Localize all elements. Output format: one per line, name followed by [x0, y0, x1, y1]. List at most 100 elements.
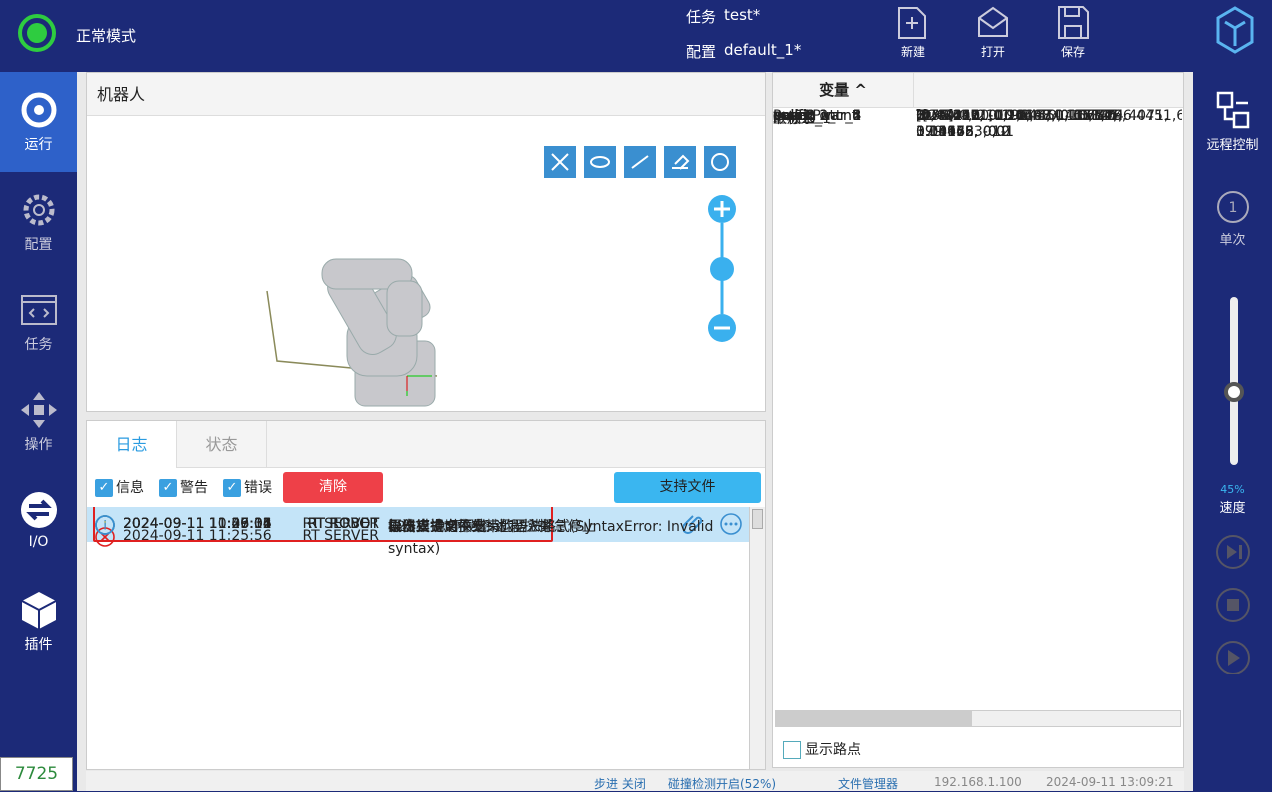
- label: 新建: [900, 45, 925, 59]
- var-value: 1: [916, 108, 925, 124]
- var-value: 0: [916, 108, 925, 124]
- mode: 正常模式: [76, 27, 137, 45]
- nav-io[interactable]: I/O: [0, 472, 77, 572]
- var-value: [0.47441, 0.19645, 0.00551, 3.13168, 0.0…: [916, 108, 1118, 140]
- speed-thumb[interactable]: [1224, 382, 1244, 402]
- nav-run[interactable]: 运行: [0, 72, 77, 172]
- level-icon: [95, 527, 115, 547]
- status-time: 2024-09-11 13:09:21: [1046, 775, 1174, 789]
- right-nav: 远程控制 1 单次 45% 速度: [1193, 72, 1272, 791]
- icon: [23, 194, 54, 226]
- status-bar: 步进 关闭 碰撞检测开启(52%) 文件管理器 192.168.1.100 20…: [86, 771, 1184, 791]
- log-source: RT ROBOT: [307, 515, 379, 532]
- var-value: 1: [916, 108, 925, 124]
- label: 单次: [1219, 233, 1246, 248]
- save-button[interactable]: 保存: [1048, 4, 1098, 60]
- scroll-thumb[interactable]: [752, 509, 763, 529]
- var-name: config_var_4: [773, 108, 862, 124]
- var-value: [1, 5]: [916, 108, 954, 124]
- h-scrollbar[interactable]: [775, 710, 1181, 727]
- show-path[interactable]: 显示路点: [783, 739, 861, 759]
- level-icon: i: [95, 514, 115, 535]
- status-step[interactable]: 步进 关闭: [594, 777, 646, 791]
- log-time: 2024-09-11 11:26:11: [123, 515, 272, 532]
- var-value: 0: [916, 108, 925, 124]
- var-header-bar: [773, 73, 1183, 108]
- log-row[interactable]: i 2024-09-11 11:26:34 RT ROBOT 机器人上电: [87, 514, 749, 577]
- panel-title: 机器人: [87, 73, 765, 116]
- label: 保存: [1060, 45, 1085, 59]
- log-time: 2024-09-11 11:07:05: [123, 515, 272, 532]
- log-row[interactable]: 2024-09-11 11:25:56 RT SERVER 语法错误：不支持的语法格…: [87, 519, 749, 672]
- label: 配置: [24, 237, 53, 253]
- var-name: config_var_2: [773, 108, 862, 124]
- status-collision[interactable]: 碰撞检测开启(52%): [668, 777, 777, 791]
- label: 插件: [24, 637, 53, 653]
- log-row[interactable]: i 2024-09-11 11:07:05 RT ROBOT 导出支持文件结束。: [87, 514, 749, 742]
- nav-config[interactable]: 配置: [0, 172, 77, 272]
- var-value: 1: [916, 108, 925, 124]
- var-name: pose3: [773, 108, 816, 124]
- var-value: 6: [916, 108, 925, 124]
- status-files[interactable]: 文件管理器: [838, 777, 899, 791]
- variables-panel: 变量 ^ Pose_Put [0.44669, -0.21163, 0.15127…: [772, 72, 1184, 768]
- var-value: [0.47441, 0.19645, 0.15672, 3.13168, 0.0…: [916, 108, 1118, 140]
- var-name: pose1: [773, 108, 816, 124]
- log-message: 导出支持文件结束。: [388, 518, 514, 535]
- var-name: Pose_Put: [773, 108, 835, 124]
- tab-status[interactable]: 状态: [177, 421, 267, 468]
- filter-warning[interactable]: ✓ 警告: [159, 477, 208, 497]
- log-message: 导出支持文件结束。: [388, 518, 514, 535]
- log-message: 语法错误：不支持的语法格式(SyntaxError: Invalid synta…: [388, 519, 714, 557]
- log-source: RT SERVER: [302, 515, 379, 532]
- var-value: [0.44669, -0.21163, 0.15127, 3.14158, 0,…: [916, 108, 1123, 140]
- support-button[interactable]: 支持文件: [614, 472, 761, 503]
- status-icon: [18, 14, 56, 52]
- var-name: pallet_1_cnt: [773, 108, 858, 124]
- task: test*: [724, 6, 761, 24]
- svg-text:i: i: [103, 518, 106, 532]
- tab-log[interactable]: 日志: [87, 421, 177, 468]
- svg-text:i: i: [103, 518, 106, 532]
- var-header[interactable]: 变量 ^: [773, 73, 914, 108]
- var-name: main: [773, 108, 808, 124]
- log-row[interactable]: i 2024-09-11 10:36:06 RT ROBOT 导出支持文件结束。: [87, 514, 749, 769]
- var-value: [0.43266, -0.10497, 0.15845, 0.00646, -0…: [916, 108, 1123, 140]
- open-button[interactable]: 打开: [968, 4, 1018, 60]
- nav-operate[interactable]: 操作: [0, 372, 77, 472]
- remote-control[interactable]: 远程控制: [1193, 72, 1272, 172]
- var-name: 坐标系: [773, 111, 815, 127]
- log-message: 机器人上电: [388, 518, 458, 535]
- new-button[interactable]: 新建: [888, 4, 938, 60]
- var-name: config_var_3: [773, 108, 862, 124]
- speed-label: 速度: [1219, 501, 1246, 516]
- clear-button[interactable]: 清除: [283, 472, 383, 503]
- log-source: RT ROBOT: [307, 515, 379, 532]
- log-source: RT ROBOT: [307, 515, 379, 532]
- single-step[interactable]: 1 单次: [1193, 187, 1272, 248]
- h-scroll-thumb[interactable]: [776, 711, 972, 726]
- label: 信息: [116, 480, 144, 496]
- speed-track[interactable]: [1230, 297, 1238, 465]
- var-value: [474.4071, 196.4451, 6.7146, 179.4323, 1…: [916, 108, 1127, 140]
- label: 运行: [24, 137, 53, 153]
- var-name: 坐标系_1: [773, 111, 831, 127]
- svg-text:1: 1: [1228, 200, 1237, 216]
- status-ip: 192.168.1.100: [934, 775, 1022, 789]
- log-row[interactable]: ! 2024-09-11 11:26:11 RT SERVER E2S1: 急停报警:…: [87, 513, 749, 612]
- label: 警告: [180, 480, 208, 496]
- log-row[interactable]: i 2024-09-11 11:49:12 RT ROBOT 导出支持文件结束。: [87, 507, 749, 542]
- icon: [1216, 91, 1249, 129]
- filter-info[interactable]: ✓ 信息: [95, 477, 144, 497]
- nav-task[interactable]: 任务: [0, 272, 77, 372]
- var-value: "200,2100,1,1,1,474.4071,196.4451,6.714: [916, 108, 1182, 124]
- svg-text:i: i: [103, 518, 106, 532]
- scrollbar[interactable]: [749, 507, 765, 769]
- var-name: config_var: [773, 108, 846, 124]
- var-name: config_var_5: [773, 108, 862, 124]
- row-actions[interactable]: [683, 512, 743, 536]
- nav-plugin[interactable]: 插件: [0, 572, 77, 672]
- log-row[interactable]: i 2024-09-11 11:23:04 RT ROBOT 操作模式切换为: 远程控…: [87, 514, 749, 707]
- filter-error[interactable]: ✓ 错误: [223, 477, 272, 497]
